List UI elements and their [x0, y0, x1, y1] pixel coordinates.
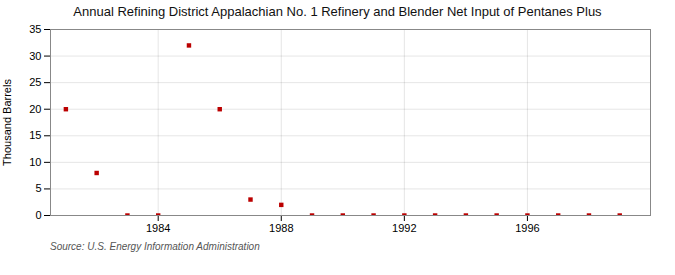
svg-text:1996: 1996	[515, 222, 539, 234]
svg-text:15: 15	[29, 129, 41, 141]
html-text:Annual Refining District Appal: Annual Refining District Appalachian No.…	[73, 4, 602, 19]
svg-text:35: 35	[29, 23, 41, 35]
svg-text:10: 10	[29, 156, 41, 168]
svg-text:1992: 1992	[392, 222, 416, 234]
svg-text:5: 5	[35, 182, 41, 194]
svg-text:1984: 1984	[146, 222, 170, 234]
svg-text:20: 20	[29, 103, 41, 115]
svg-text:1988: 1988	[269, 222, 293, 234]
html-text:Source: U.S. Energy Informatio: Source: U.S. Energy Information Administ…	[50, 241, 260, 252]
svg-text:25: 25	[29, 76, 41, 88]
svg-text:Thousand Barrels: Thousand Barrels	[1, 79, 13, 166]
svg-text:30: 30	[29, 50, 41, 62]
svg-text:0: 0	[35, 209, 41, 221]
